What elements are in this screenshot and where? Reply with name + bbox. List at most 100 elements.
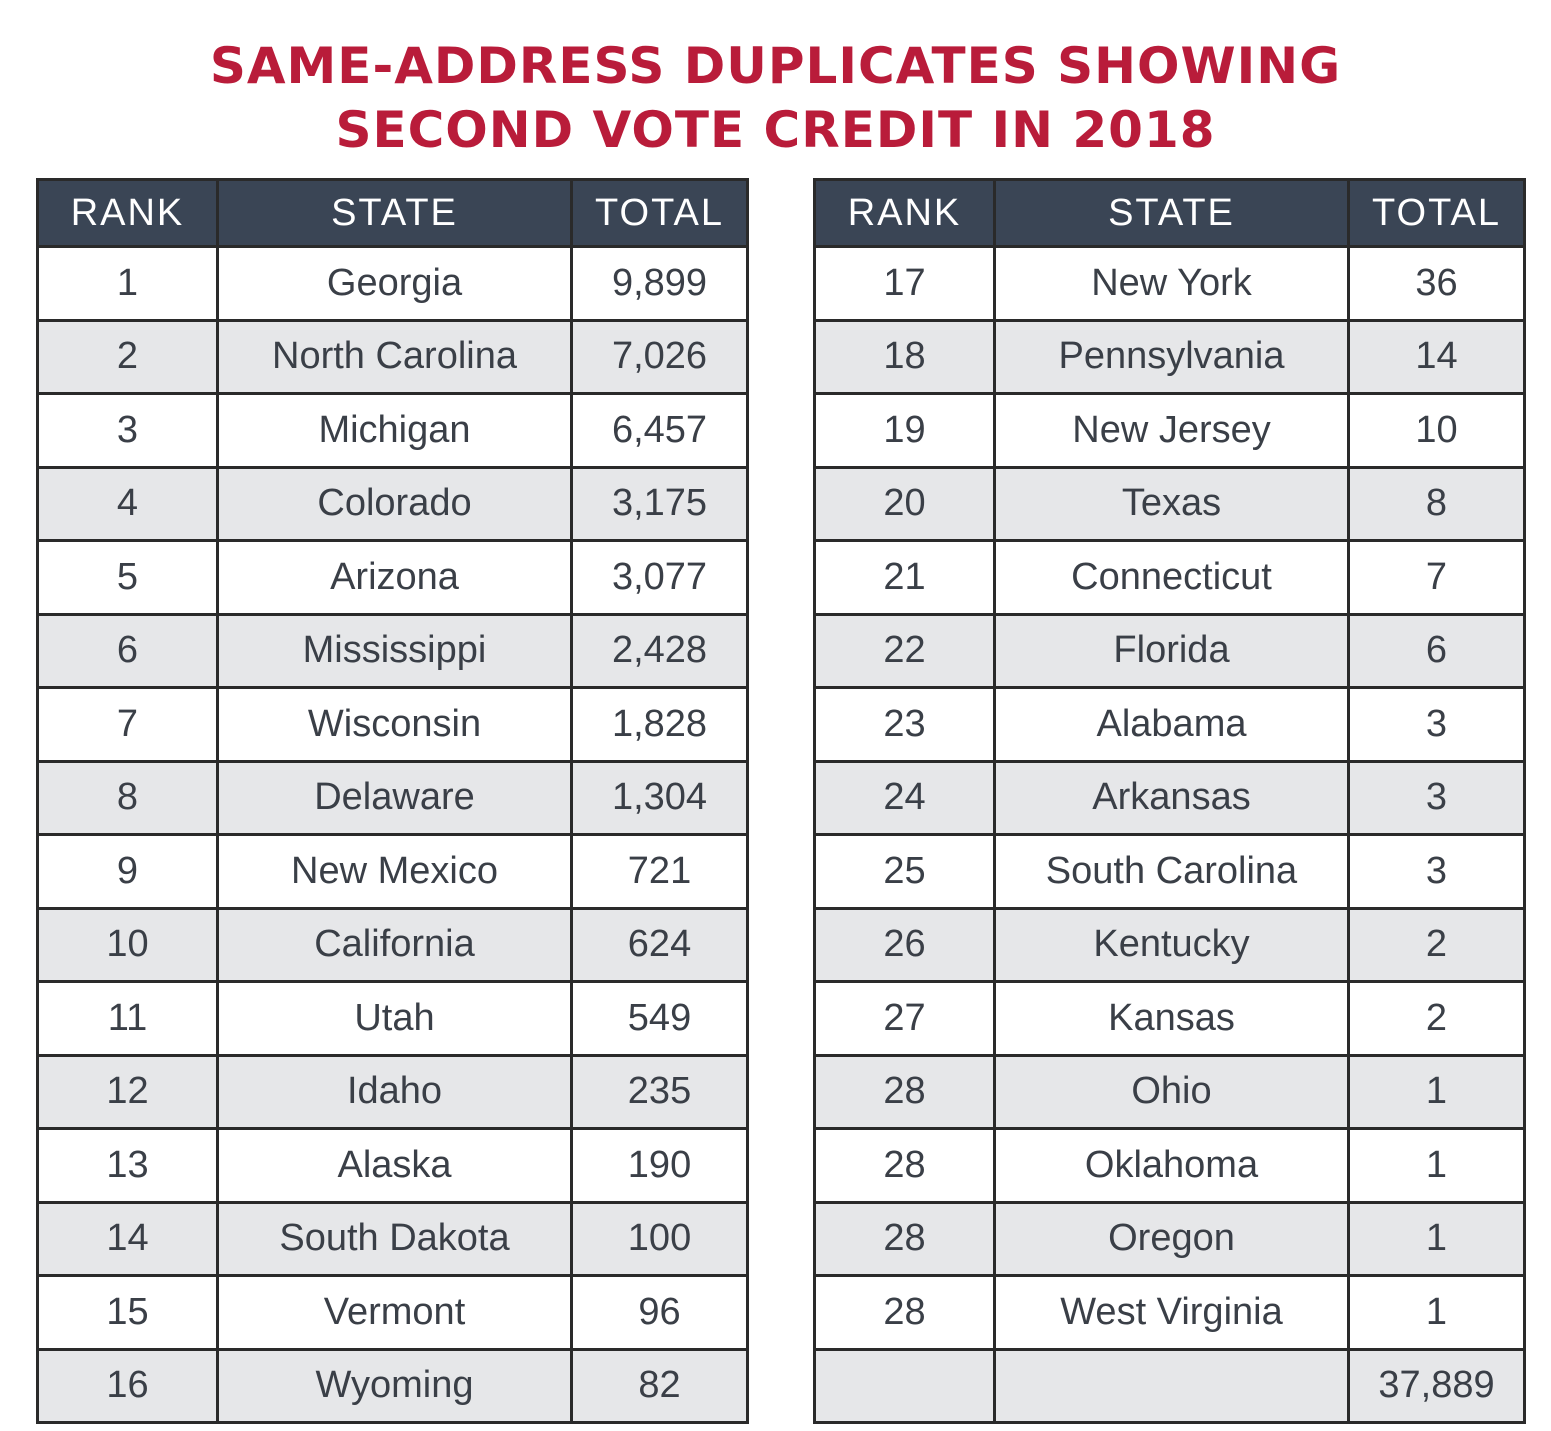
state-cell: Delaware (216, 759, 573, 836)
rank-cell: 22 (813, 612, 996, 689)
state-cell: South Dakota (216, 1200, 573, 1277)
rank-cell: 26 (813, 906, 996, 983)
table-row: 25 South Carolina 3 (813, 833, 1526, 910)
total-cell: 3 (1347, 833, 1526, 910)
total-cell: 624 (570, 906, 749, 983)
state-cell: Pennsylvania (993, 318, 1350, 395)
rank-cell: 24 (813, 759, 996, 836)
rank-cell: 21 (813, 539, 996, 616)
table-row: 28 Ohio 1 (813, 1053, 1526, 1130)
state-cell (993, 1347, 1350, 1424)
table-row: 28 West Virginia 1 (813, 1274, 1526, 1351)
total-cell: 1 (1347, 1053, 1526, 1130)
state-cell: Alaska (216, 1127, 573, 1204)
table-row: 9 New Mexico 721 (36, 833, 749, 910)
column-header-state: STATE (216, 178, 573, 248)
total-cell: 721 (570, 833, 749, 910)
state-cell: Arkansas (993, 759, 1350, 836)
total-cell: 1,304 (570, 759, 749, 836)
table-row: 11 Utah 549 (36, 980, 749, 1057)
rank-cell (813, 1347, 996, 1424)
state-cell: West Virginia (993, 1274, 1350, 1351)
total-cell: 14 (1347, 318, 1526, 395)
rank-cell: 16 (36, 1347, 219, 1424)
column-header-rank: RANK (813, 178, 996, 248)
rank-cell: 28 (813, 1053, 996, 1130)
column-header-rank: RANK (36, 178, 219, 248)
table-row: 28 Oklahoma 1 (813, 1127, 1526, 1204)
rank-cell: 28 (813, 1200, 996, 1277)
table-row: 21 Connecticut 7 (813, 539, 1526, 616)
table-row: 20 Texas 8 (813, 465, 1526, 542)
rank-cell: 11 (36, 980, 219, 1057)
rank-cell: 8 (36, 759, 219, 836)
state-cell: Georgia (216, 245, 573, 322)
state-cell: Michigan (216, 392, 573, 469)
rank-cell: 6 (36, 612, 219, 689)
table-row: 13 Alaska 190 (36, 1127, 749, 1204)
column-header-state: STATE (993, 178, 1350, 248)
rank-cell: 10 (36, 906, 219, 983)
table-row: 3 Michigan 6,457 (36, 392, 749, 469)
state-cell: New York (993, 245, 1350, 322)
total-cell: 3 (1347, 759, 1526, 836)
title-line-1: SAME-ADDRESS DUPLICATES SHOWING (209, 37, 1342, 95)
total-cell: 2 (1347, 906, 1526, 983)
total-cell: 6,457 (570, 392, 749, 469)
total-cell: 37,889 (1347, 1347, 1526, 1424)
state-cell: Texas (993, 465, 1350, 542)
table-row: 1 Georgia 9,899 (36, 245, 749, 322)
table-row: 26 Kentucky 2 (813, 906, 1526, 983)
page-title: SAME-ADDRESS DUPLICATES SHOWING SECOND V… (0, 34, 1551, 162)
rank-table-left: RANK STATE TOTAL 1 Georgia 9,899 2 North Car… (36, 178, 749, 1424)
total-cell: 549 (570, 980, 749, 1057)
rank-cell: 19 (813, 392, 996, 469)
total-cell: 6 (1347, 612, 1526, 689)
rank-cell: 14 (36, 1200, 219, 1277)
table-row: 18 Pennsylvania 14 (813, 318, 1526, 395)
state-cell: Alabama (993, 686, 1350, 763)
rank-cell: 5 (36, 539, 219, 616)
state-cell: California (216, 906, 573, 983)
table-row: 4 Colorado 3,175 (36, 465, 749, 542)
rank-cell: 2 (36, 318, 219, 395)
state-cell: North Carolina (216, 318, 573, 395)
table-header-row: RANK STATE TOTAL (813, 178, 1526, 248)
rank-cell: 13 (36, 1127, 219, 1204)
state-cell: Oregon (993, 1200, 1350, 1277)
state-cell: Colorado (216, 465, 573, 542)
table-row: 24 Arkansas 3 (813, 759, 1526, 836)
state-cell: Vermont (216, 1274, 573, 1351)
column-header-total: TOTAL (570, 178, 749, 248)
table-row: 7 Wisconsin 1,828 (36, 686, 749, 763)
rank-cell: 28 (813, 1127, 996, 1204)
table-row: 22 Florida 6 (813, 612, 1526, 689)
state-cell: Utah (216, 980, 573, 1057)
table-row: 10 California 624 (36, 906, 749, 983)
total-cell: 36 (1347, 245, 1526, 322)
table-row: 12 Idaho 235 (36, 1053, 749, 1130)
state-cell: South Carolina (993, 833, 1350, 910)
table-row: 2 North Carolina 7,026 (36, 318, 749, 395)
table-row: 27 Kansas 2 (813, 980, 1526, 1057)
rank-cell: 20 (813, 465, 996, 542)
state-cell: Wisconsin (216, 686, 573, 763)
table-row: 14 South Dakota 100 (36, 1200, 749, 1277)
title-line-2: SECOND VOTE CREDIT IN 2018 (335, 101, 1216, 159)
rank-cell: 23 (813, 686, 996, 763)
total-cell: 100 (570, 1200, 749, 1277)
table-row: 19 New Jersey 10 (813, 392, 1526, 469)
table-row: 16 Wyoming 82 (36, 1347, 749, 1424)
table-body-right: 17 New York 36 18 Pennsylvania 14 19 New Jersey… (813, 245, 1526, 1424)
rank-cell: 25 (813, 833, 996, 910)
total-cell: 8 (1347, 465, 1526, 542)
state-cell: New Mexico (216, 833, 573, 910)
total-cell: 82 (570, 1347, 749, 1424)
table-row: 37,889 (813, 1347, 1526, 1424)
state-cell: Wyoming (216, 1347, 573, 1424)
rank-cell: 4 (36, 465, 219, 542)
table-row: 15 Vermont 96 (36, 1274, 749, 1351)
table-row: 8 Delaware 1,304 (36, 759, 749, 836)
table-row: 28 Oregon 1 (813, 1200, 1526, 1277)
rank-cell: 28 (813, 1274, 996, 1351)
